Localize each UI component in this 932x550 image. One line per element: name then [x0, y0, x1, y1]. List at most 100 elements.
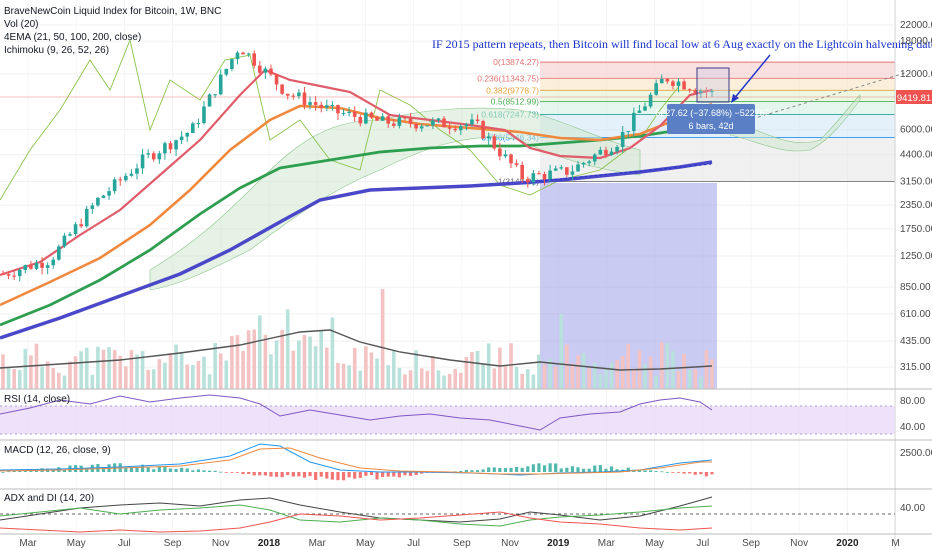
candle-body [207, 94, 212, 107]
macd-hist-bar [62, 469, 67, 472]
macd-hist-bar [230, 472, 234, 473]
price-axis: 22000.00 18000.00 12000.00 6000.00 4400.00 31… [900, 20, 932, 373]
volume-bar [308, 336, 312, 389]
volume-bar [224, 360, 229, 389]
volume-bar [659, 342, 664, 389]
volume-bar [397, 368, 402, 389]
candle-body [436, 118, 441, 121]
candle-body [509, 154, 513, 164]
time-tick: M [891, 538, 899, 549]
volume-bar [291, 350, 296, 389]
volume-bar [90, 374, 95, 389]
volume-bar [336, 362, 340, 389]
ema-50-line [0, 102, 713, 307]
candle-body [118, 179, 123, 181]
macd-hist-bar [515, 466, 519, 472]
candle-body [213, 94, 217, 96]
candle-body [151, 153, 156, 160]
volume-bar [486, 343, 491, 389]
candle-body [553, 168, 558, 171]
macd-hist-bar [140, 464, 145, 472]
candle-body [391, 123, 396, 126]
volume-bar [570, 363, 575, 389]
volume-bar [12, 369, 16, 389]
macd-hist-bar [671, 472, 675, 473]
volume-bar [274, 340, 279, 389]
candle-body [263, 68, 268, 73]
macd-hist-bar [124, 467, 128, 472]
volume-bar [520, 373, 524, 389]
macd-hist-bar [180, 467, 184, 472]
candle-body [280, 84, 284, 94]
macd-hist-bar [196, 469, 200, 472]
gridlines [0, 0, 897, 534]
macd-hist-bar [682, 472, 686, 474]
macd-hist-bar [688, 472, 692, 474]
candle-body [17, 269, 22, 277]
macd-hist-bar [537, 463, 541, 472]
volume-bar [514, 366, 519, 389]
annotation-arrow [732, 54, 771, 101]
volume-bar [665, 343, 670, 389]
macd-hist-bar [6, 471, 11, 473]
candle-body [62, 235, 67, 247]
volume-bar [470, 352, 474, 389]
volume-bar [23, 348, 28, 389]
macd-hist-bar [207, 470, 212, 472]
candle-body [341, 113, 346, 115]
volume-bar [704, 349, 709, 389]
macd-hist-bar [576, 467, 580, 472]
time-tick: Sep [742, 538, 760, 549]
macd-hist-bar [319, 472, 323, 477]
volume-bar [386, 365, 391, 389]
time-tick: Nov [790, 538, 808, 549]
volume-bar [319, 331, 324, 389]
candle-body [1, 274, 5, 276]
chart-title: BraveNewCoin Liquid Index for Bitcoin, 1… [4, 6, 221, 17]
candle-body [285, 93, 290, 96]
candle-body [336, 105, 340, 114]
candle-body [324, 105, 329, 108]
candle-body [96, 197, 100, 206]
macd-hist-bar [286, 472, 290, 476]
volume-bar [687, 369, 692, 389]
time-axis: Mar May Jul Sep Nov 2018 Mar May Jul Sep Nov 2019 Ma… [19, 538, 899, 549]
candle-body [29, 265, 33, 269]
volume-bar [375, 358, 379, 389]
candle-body [107, 191, 111, 196]
highlight-box [696, 67, 730, 103]
candle-body [542, 174, 547, 180]
candle-body [84, 208, 89, 227]
macd-hist-bar [459, 470, 463, 472]
volume-bar [235, 335, 240, 389]
macd-hist-bar [185, 468, 189, 472]
macd-hist-bar [358, 472, 362, 478]
candle-body [347, 111, 351, 114]
candle-body [693, 90, 698, 93]
candle-body [352, 111, 357, 117]
candle-body [637, 110, 642, 113]
price-tick: 1250.00 [900, 251, 932, 262]
volume-bar [553, 366, 558, 389]
candle-body [576, 164, 580, 172]
time-tick: May [67, 538, 86, 549]
volume-bar [73, 356, 78, 389]
macd-hist-bar [101, 466, 106, 472]
macd-hist-bar [258, 472, 262, 476]
price-tick: 435.00 [900, 336, 931, 347]
candle-body [369, 112, 374, 118]
candle-body [135, 168, 139, 174]
volume-bar [369, 352, 374, 389]
macd-hist-bar [693, 472, 697, 475]
volume-bar [185, 364, 190, 389]
macd-line [0, 443, 713, 476]
volume-bar [604, 369, 608, 389]
candle-body [676, 81, 681, 86]
macd-hist-bar [542, 465, 547, 472]
ema-21-line [0, 68, 713, 277]
volume-bar [699, 376, 703, 389]
candle-body [486, 136, 491, 139]
price-tick: 610.00 [900, 309, 931, 320]
ichimoku-cloud-future [729, 94, 861, 152]
candle-body [431, 120, 435, 126]
